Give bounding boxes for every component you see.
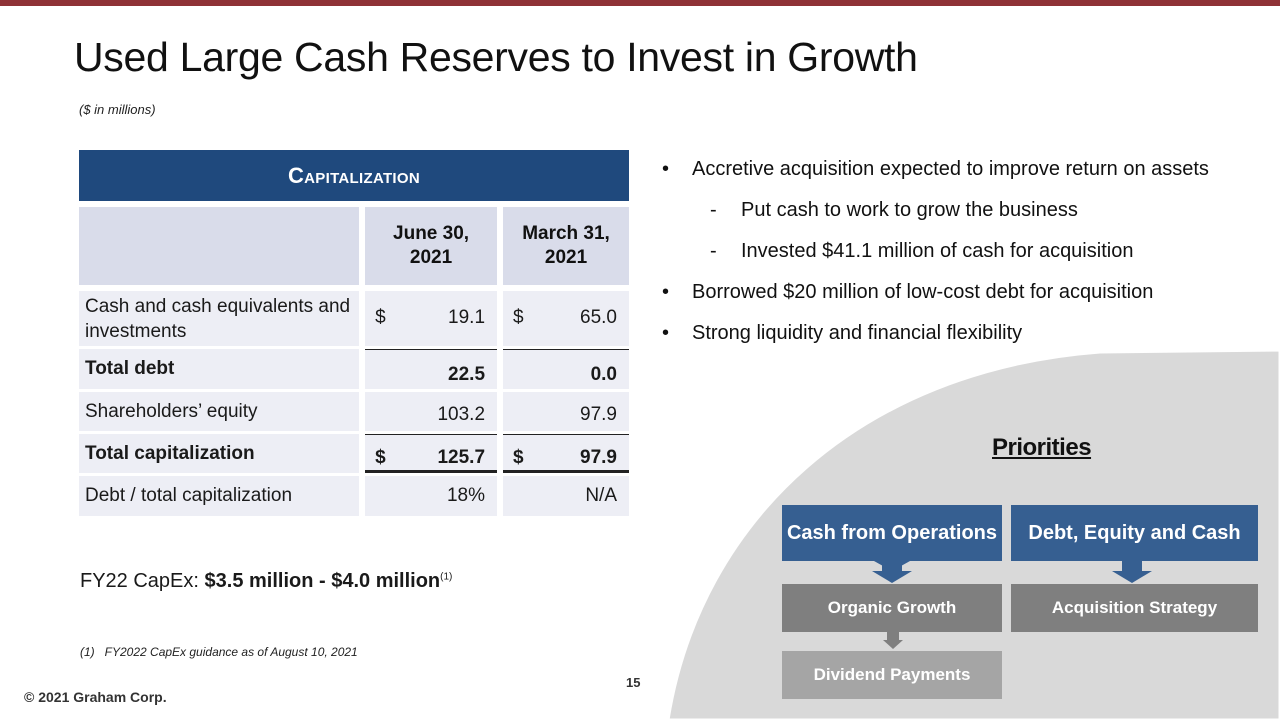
priorities-title: Priorities xyxy=(992,434,1092,461)
top-accent-bar xyxy=(0,0,1280,6)
row-label: Total debt xyxy=(79,349,360,389)
cell-value: 97.9 xyxy=(580,447,617,468)
table-header: Capitalization xyxy=(79,150,629,201)
bullet-item: Strong liquidity and financial flexibili… xyxy=(662,319,1209,360)
currency-symbol: $ xyxy=(375,447,386,468)
sub-bullet-item: Invested $41.1 million of cash for acqui… xyxy=(662,237,1209,278)
cell-value: 18% xyxy=(446,485,486,506)
arrow-down-icon xyxy=(883,640,903,649)
row-label: Debt / total capitalization xyxy=(79,476,360,516)
capex-label: FY22 CapEx: xyxy=(80,570,205,592)
cell-value: 125.7 xyxy=(437,447,486,468)
acquisition-strategy-box: Acquisition Strategy xyxy=(1011,584,1258,632)
bullet-item: Borrowed $20 million of low-cost debt fo… xyxy=(662,278,1209,319)
capex-footnote-ref: (1) xyxy=(440,571,453,583)
cell-value: 19.1 xyxy=(448,307,486,328)
table-row: Shareholders’ equity 103.2 97.9 xyxy=(79,392,629,431)
units-note: ($ in millions) xyxy=(79,102,156,117)
arrow-stem xyxy=(882,561,902,571)
cell-value: N/A xyxy=(585,485,617,506)
cell-value: 0.0 xyxy=(590,364,617,385)
cell-value: 22.5 xyxy=(448,364,486,385)
bullet-item: Accretive acquisition expected to improv… xyxy=(662,155,1209,196)
cell-value: 65.0 xyxy=(580,307,617,328)
capex-guidance: FY22 CapEx: $3.5 million - $4.0 million(… xyxy=(80,570,452,593)
cash-from-operations-box: Cash from Operations xyxy=(782,505,1002,561)
currency-symbol: $ xyxy=(375,307,386,328)
arrow-stem xyxy=(887,632,899,640)
table-row: Cash and cash equivalents and investment… xyxy=(79,291,629,346)
column-header-march-2021: March 31, 2021 xyxy=(503,207,629,285)
cell-value: 97.9 xyxy=(580,404,617,425)
debt-equity-cash-box: Debt, Equity and Cash xyxy=(1011,505,1258,561)
capex-value: $3.5 million - $4.0 million xyxy=(204,570,441,592)
bullet-list: Accretive acquisition expected to improv… xyxy=(662,155,1209,360)
row-label: Cash and cash equivalents and investment… xyxy=(79,291,360,346)
currency-symbol: $ xyxy=(513,447,524,468)
arrow-down-icon xyxy=(1112,571,1152,583)
table-row: Total debt 22.5 0.0 xyxy=(79,349,629,389)
cell-value: 103.2 xyxy=(437,404,486,425)
table-row: Debt / total capitalization 18% N/A xyxy=(79,476,629,516)
arrow-stem xyxy=(1122,561,1142,571)
footnote: (1) FY2022 CapEx guidance as of August 1… xyxy=(80,645,358,659)
table-corner-cell xyxy=(79,207,360,285)
copyright: © 2021 Graham Corp. xyxy=(24,689,167,705)
row-label: Shareholders’ equity xyxy=(79,392,360,431)
currency-symbol: $ xyxy=(513,307,524,328)
table-row: Total capitalization $125.7 $97.9 xyxy=(79,434,629,473)
slide-title: Used Large Cash Reserves to Invest in Gr… xyxy=(74,34,918,80)
page-number: 15 xyxy=(626,675,641,690)
capitalization-table: Capitalization June 30, 2021 March 31, 2… xyxy=(79,150,629,516)
column-header-june-2021: June 30, 2021 xyxy=(365,207,498,285)
arrow-down-icon xyxy=(872,571,912,583)
organic-growth-box: Organic Growth xyxy=(782,584,1002,632)
sub-bullet-item: Put cash to work to grow the business xyxy=(662,196,1209,237)
dividend-payments-box: Dividend Payments xyxy=(782,651,1002,699)
row-label: Total capitalization xyxy=(79,434,360,473)
